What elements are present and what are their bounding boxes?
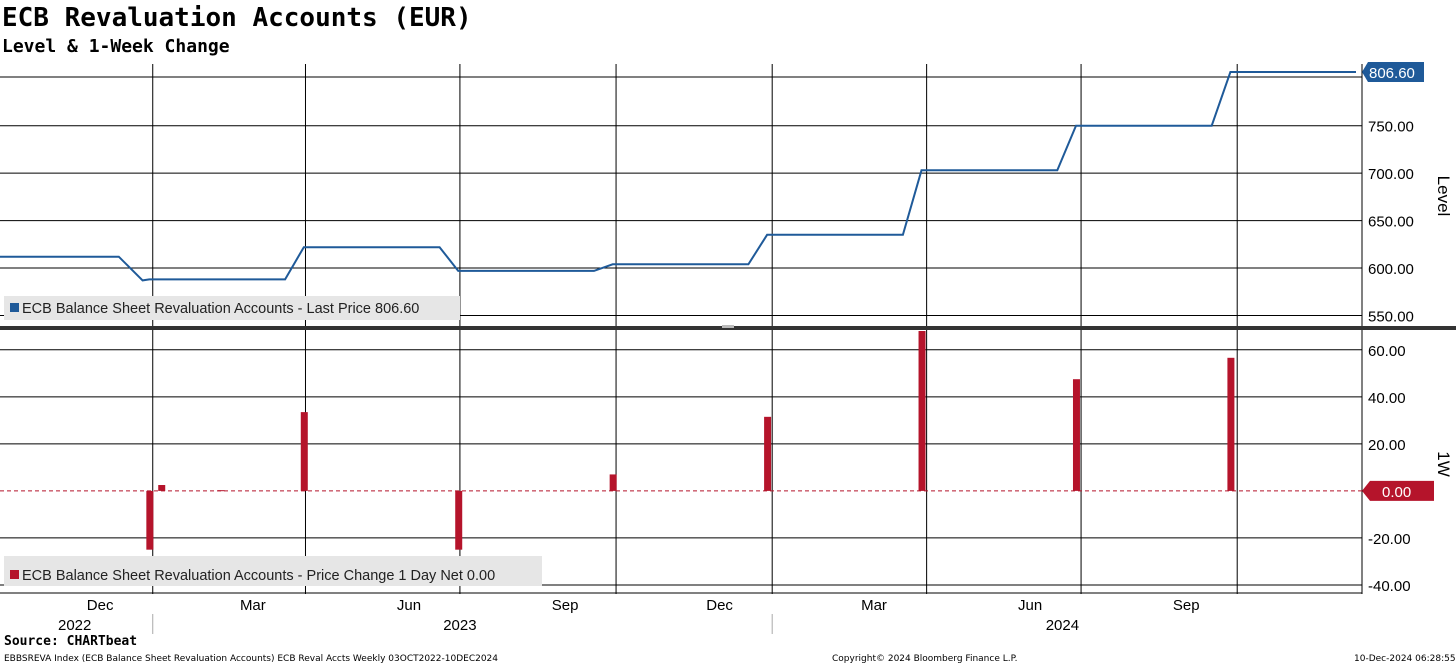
chart-title: ECB Revaluation Accounts (EUR) xyxy=(2,3,472,33)
change-tick-label: -40.00 xyxy=(1368,578,1411,595)
level-tick-label: 750.00 xyxy=(1368,119,1414,136)
change-bar xyxy=(918,331,926,491)
level-legend-box xyxy=(4,296,460,320)
panel-divider-handle xyxy=(722,325,734,328)
change-tick-label: 60.00 xyxy=(1368,343,1406,360)
x-month-label: Jun xyxy=(397,597,421,614)
x-year-label: 2022 xyxy=(58,617,91,634)
change-bar xyxy=(1227,357,1235,491)
change-last-value-label: 0.00 xyxy=(1382,484,1411,501)
level-last-value-tag xyxy=(1362,61,1424,82)
level-tick-label: 600.00 xyxy=(1368,261,1414,278)
footer-timestamp: 10-Dec-2024 06:28:55 xyxy=(1354,654,1456,664)
x-year-label: 2023 xyxy=(443,617,476,634)
change-bar xyxy=(455,490,463,550)
x-month-label: Dec xyxy=(706,597,733,614)
change-legend-label: ECB Balance Sheet Revaluation Accounts -… xyxy=(22,568,495,584)
x-month-label: Sep xyxy=(1173,597,1200,614)
footer-copyright: Copyright© 2024 Bloomberg Finance L.P. xyxy=(832,654,1018,664)
change-bar xyxy=(158,485,166,491)
x-month-label: Sep xyxy=(552,597,579,614)
x-month-label: Mar xyxy=(240,597,266,614)
change-legend-box xyxy=(4,556,542,586)
change-bar xyxy=(146,490,154,550)
change-legend-swatch xyxy=(10,570,19,579)
change-axis-title: 1W xyxy=(1434,451,1453,477)
x-year-label: 2024 xyxy=(1046,617,1079,634)
change-last-value-tag xyxy=(1362,480,1434,501)
source-note: Source: CHARTbeat xyxy=(4,634,138,649)
level-axis-title: Level xyxy=(1434,176,1453,217)
change-tick-label: 20.00 xyxy=(1368,437,1406,454)
level-tick-label: 550.00 xyxy=(1368,309,1414,326)
x-month-label: Jun xyxy=(1018,597,1042,614)
change-bar xyxy=(609,474,617,491)
level-legend-label: ECB Balance Sheet Revaluation Accounts -… xyxy=(22,301,419,317)
footer-series-info: EBBSREVA Index (ECB Balance Sheet Revalu… xyxy=(4,654,499,664)
level-series-line xyxy=(0,71,1356,282)
x-month-label: Dec xyxy=(87,597,114,614)
level-tick-label: 650.00 xyxy=(1368,214,1414,231)
change-bar xyxy=(217,490,225,492)
change-bar xyxy=(300,412,308,491)
change-bar xyxy=(1072,379,1080,491)
chart-subtitle: Level & 1-Week Change xyxy=(2,36,230,57)
change-bar xyxy=(764,416,772,491)
level-legend-swatch xyxy=(10,303,19,312)
x-month-label: Mar xyxy=(861,597,887,614)
level-last-value-label: 806.60 xyxy=(1369,65,1415,82)
change-tick-label: 40.00 xyxy=(1368,390,1406,407)
change-tick-label: -20.00 xyxy=(1368,531,1411,548)
level-tick-label: 700.00 xyxy=(1368,166,1414,183)
